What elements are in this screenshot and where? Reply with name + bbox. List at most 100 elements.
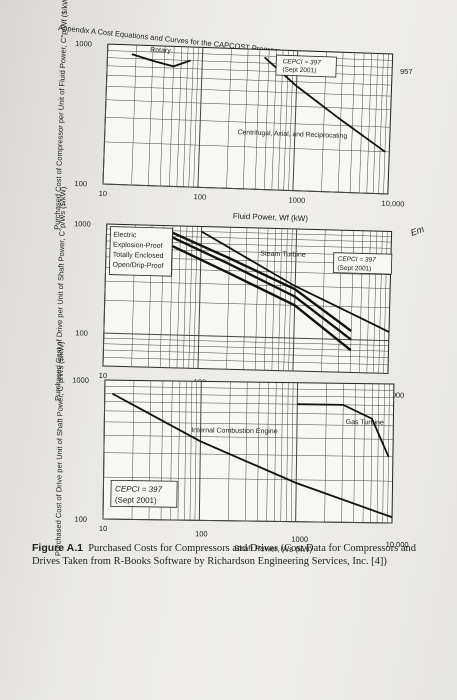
grid-v (271, 228, 276, 371)
grid-v (358, 53, 365, 193)
grid-h (103, 357, 389, 366)
grid-v (182, 46, 189, 187)
y-tick-label: 1000 (74, 219, 91, 228)
grid-h (107, 50, 393, 61)
grid-v (159, 46, 166, 187)
grid-v (148, 45, 154, 186)
plot-area (102, 43, 394, 195)
grid-h (103, 343, 389, 352)
series-line (131, 53, 191, 68)
grid-h (106, 74, 392, 86)
grid-v (280, 382, 283, 522)
grid-v (292, 229, 298, 371)
y-axis-title: Purchased Cost of Drive per Unit of Shaf… (53, 341, 65, 556)
grid-h (104, 401, 394, 406)
grid-v (176, 46, 183, 187)
x-tick-label: 1000 (291, 535, 308, 544)
grid-v (264, 228, 269, 371)
y-tick-label: 1000 (75, 39, 92, 49)
grid-v (188, 47, 194, 188)
grid-h (103, 452, 393, 457)
grid-v (193, 47, 199, 188)
series-line (172, 236, 352, 341)
x-axis-title: Shaft Power, Ws (kW) (234, 544, 313, 554)
series-line (297, 403, 390, 458)
series-line (111, 392, 393, 519)
grid-h (102, 518, 392, 524)
grid-v (274, 382, 277, 522)
grid-h (107, 65, 392, 76)
series-line (172, 245, 352, 352)
grid-v (254, 228, 260, 370)
grid-v (266, 382, 269, 522)
grid-v (183, 226, 188, 369)
grid-v (254, 49, 261, 190)
grid-v (102, 380, 106, 520)
grid-v (131, 45, 137, 186)
grid-h (105, 99, 391, 110)
x-tick-label: 100 (193, 192, 206, 201)
cepci-date: (Sept 2001) (115, 495, 157, 505)
grid-h (104, 386, 394, 391)
cepci-box (275, 54, 337, 78)
grid-v (198, 381, 202, 521)
grid-v (243, 227, 248, 370)
x-tick-label: 10 (99, 189, 108, 198)
grid-v (226, 227, 231, 370)
grid-h (103, 332, 389, 342)
grid-v (102, 44, 109, 185)
x-tick-label: 10,000 (381, 199, 404, 209)
x-tick-label: 10 (99, 371, 108, 380)
grid-h (103, 337, 389, 346)
cepci-date: (Sept 2001) (337, 265, 371, 273)
grid-h (105, 116, 391, 128)
grid-h (102, 183, 388, 195)
series-label: Gas Turbine (346, 419, 384, 427)
grid-v (197, 47, 204, 188)
series-label: Rotary (150, 47, 171, 55)
legend-entry: Electric (113, 232, 137, 240)
x-tick-label: 1000 (288, 195, 305, 205)
grid-h (106, 85, 392, 97)
grid-v (264, 49, 270, 190)
grid-h (104, 300, 390, 309)
legend-entry: Totally Enclosed (113, 252, 164, 260)
grid-v (188, 226, 193, 369)
grid-v (376, 383, 380, 523)
grid-v (387, 383, 390, 523)
grid-v (372, 53, 379, 194)
cepci-date: (Sept 2001) (282, 66, 316, 74)
y-tick-label: 100 (74, 179, 87, 188)
cepci-label: CEPCI = 397 (115, 484, 163, 494)
grid-h (104, 421, 394, 427)
grid-v (383, 53, 389, 194)
legend-entry: Open/Drip-Proof (112, 262, 163, 270)
grid-v (184, 381, 187, 521)
grid-v (257, 382, 260, 522)
grid-h (104, 141, 390, 153)
grid-v (169, 46, 175, 187)
x-tick-label: 10 (99, 524, 107, 533)
grid-v (353, 383, 356, 523)
grid-v (226, 48, 232, 189)
series-label: Internal Combustion Engine (191, 427, 278, 435)
series-label: Steam Turbine (260, 251, 306, 259)
grid-v (382, 383, 385, 523)
grid-v (286, 382, 289, 522)
grid-h (107, 57, 393, 68)
x-tick-label: 100 (195, 529, 208, 538)
grid-v (169, 225, 174, 368)
grid-v (189, 381, 193, 521)
y-tick-label: 100 (74, 515, 87, 524)
grid-v (337, 52, 344, 193)
x-axis-title: Fluid Power, Wf (kW) (233, 212, 309, 224)
cepci-box (332, 252, 393, 275)
grid-v (290, 382, 294, 522)
series-line (172, 231, 352, 332)
legend-box (108, 226, 173, 277)
grid-v (228, 381, 231, 521)
grid-h (103, 476, 393, 482)
